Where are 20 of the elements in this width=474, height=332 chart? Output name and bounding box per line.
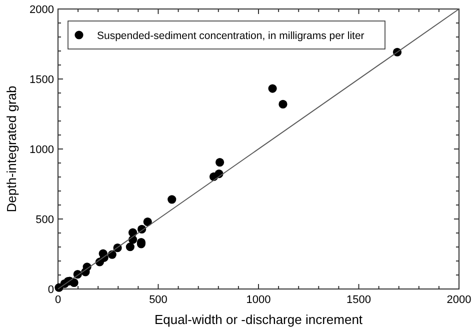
y-tick-label: 500 <box>36 214 54 226</box>
y-tick-label: 2000 <box>30 4 54 16</box>
x-tick-label: 0 <box>54 294 62 306</box>
legend-label: Suspended-sediment concentration, in milligrams per liter <box>97 30 365 42</box>
y-axis-title: Depth-integrated grab <box>4 86 19 212</box>
point <box>268 84 277 93</box>
point <box>54 283 64 292</box>
point <box>143 218 152 226</box>
point <box>126 242 134 252</box>
point <box>216 158 224 167</box>
x-tick-label: 1500 <box>346 294 371 306</box>
x-axis-title: Equal-width or -discharge increment <box>154 312 363 327</box>
x-tick-label: 2000 <box>446 294 472 306</box>
x-tick-label: 500 <box>149 294 168 306</box>
x-tick-label: 1000 <box>246 294 271 306</box>
y-tick-label: 0 <box>48 284 54 296</box>
y-tick-label: 1500 <box>30 74 54 86</box>
point <box>278 100 288 108</box>
point <box>168 195 176 204</box>
y-tick-label: 1000 <box>30 144 54 156</box>
